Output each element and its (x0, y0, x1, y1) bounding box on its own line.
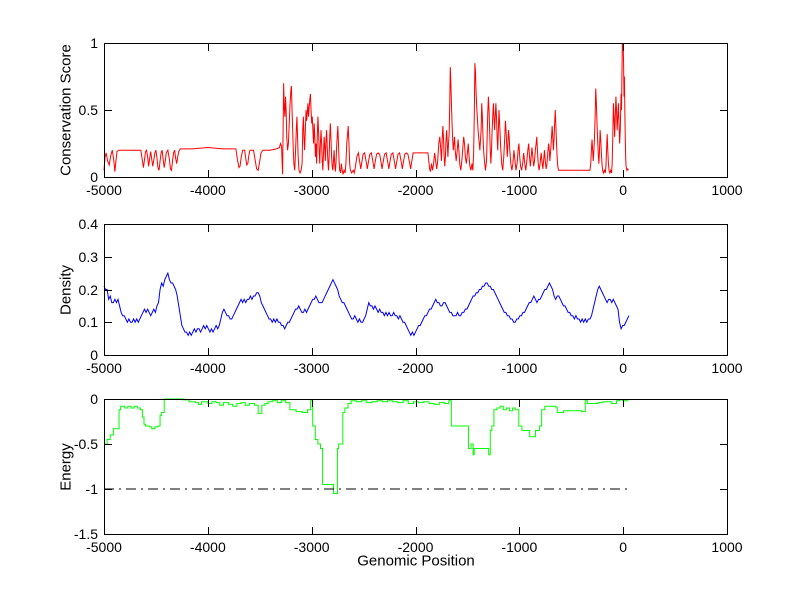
x-tick-label: -3000 (293, 539, 330, 555)
x-tick-label: 0 (619, 182, 628, 198)
x-tick-label: -3000 (293, 182, 330, 198)
y-tick-label: -1.5 (73, 526, 98, 542)
axes-box-1 (104, 224, 728, 356)
x-tick-label: 0 (619, 539, 628, 555)
x-tick-label: -4000 (189, 539, 226, 555)
x-tick-label: -5000 (86, 182, 122, 198)
energy-line (104, 398, 629, 494)
axes-box-0 (104, 43, 728, 178)
y-tick-label: 0.3 (78, 248, 98, 265)
x-tick-label: -3000 (293, 360, 330, 376)
x-tick-label: -4000 (189, 182, 226, 198)
y-tick-label: 0.2 (78, 281, 98, 298)
x-tick-label: -1000 (501, 360, 538, 376)
xlabel-genomic-position: Genomic Position (357, 552, 475, 570)
y-tick-label: 0.4 (78, 216, 98, 232)
x-tick-label: 1000 (711, 539, 743, 555)
y-tick-label: 0 (90, 347, 98, 363)
density-line (103, 271, 630, 337)
x-tick-label: -2000 (397, 182, 434, 198)
y-tick-label: -1 (85, 481, 98, 497)
x-tick-label: -1000 (501, 539, 538, 555)
x-tick-label: 1000 (711, 182, 743, 198)
y-tick-label: -0.5 (73, 436, 98, 452)
x-tick-label: 1000 (711, 360, 743, 376)
conservation-score-line (103, 42, 629, 175)
y-tick-label: 0.1 (78, 314, 98, 331)
x-tick-label: -2000 (397, 360, 434, 376)
x-tick-label: -2000 (397, 539, 434, 555)
y-tick-label: 0 (90, 169, 98, 185)
x-tick-label: -5000 (86, 360, 122, 376)
y-tick-label: 0 (90, 391, 98, 407)
x-tick-label: 0 (619, 360, 628, 376)
x-tick-label: -4000 (189, 360, 226, 376)
axes-box-2 (104, 399, 728, 535)
y-tick-label: 1 (90, 35, 98, 51)
y-tick-label: 0.5 (78, 102, 98, 118)
x-tick-label: -5000 (86, 539, 122, 555)
x-tick-label: -1000 (501, 182, 538, 198)
